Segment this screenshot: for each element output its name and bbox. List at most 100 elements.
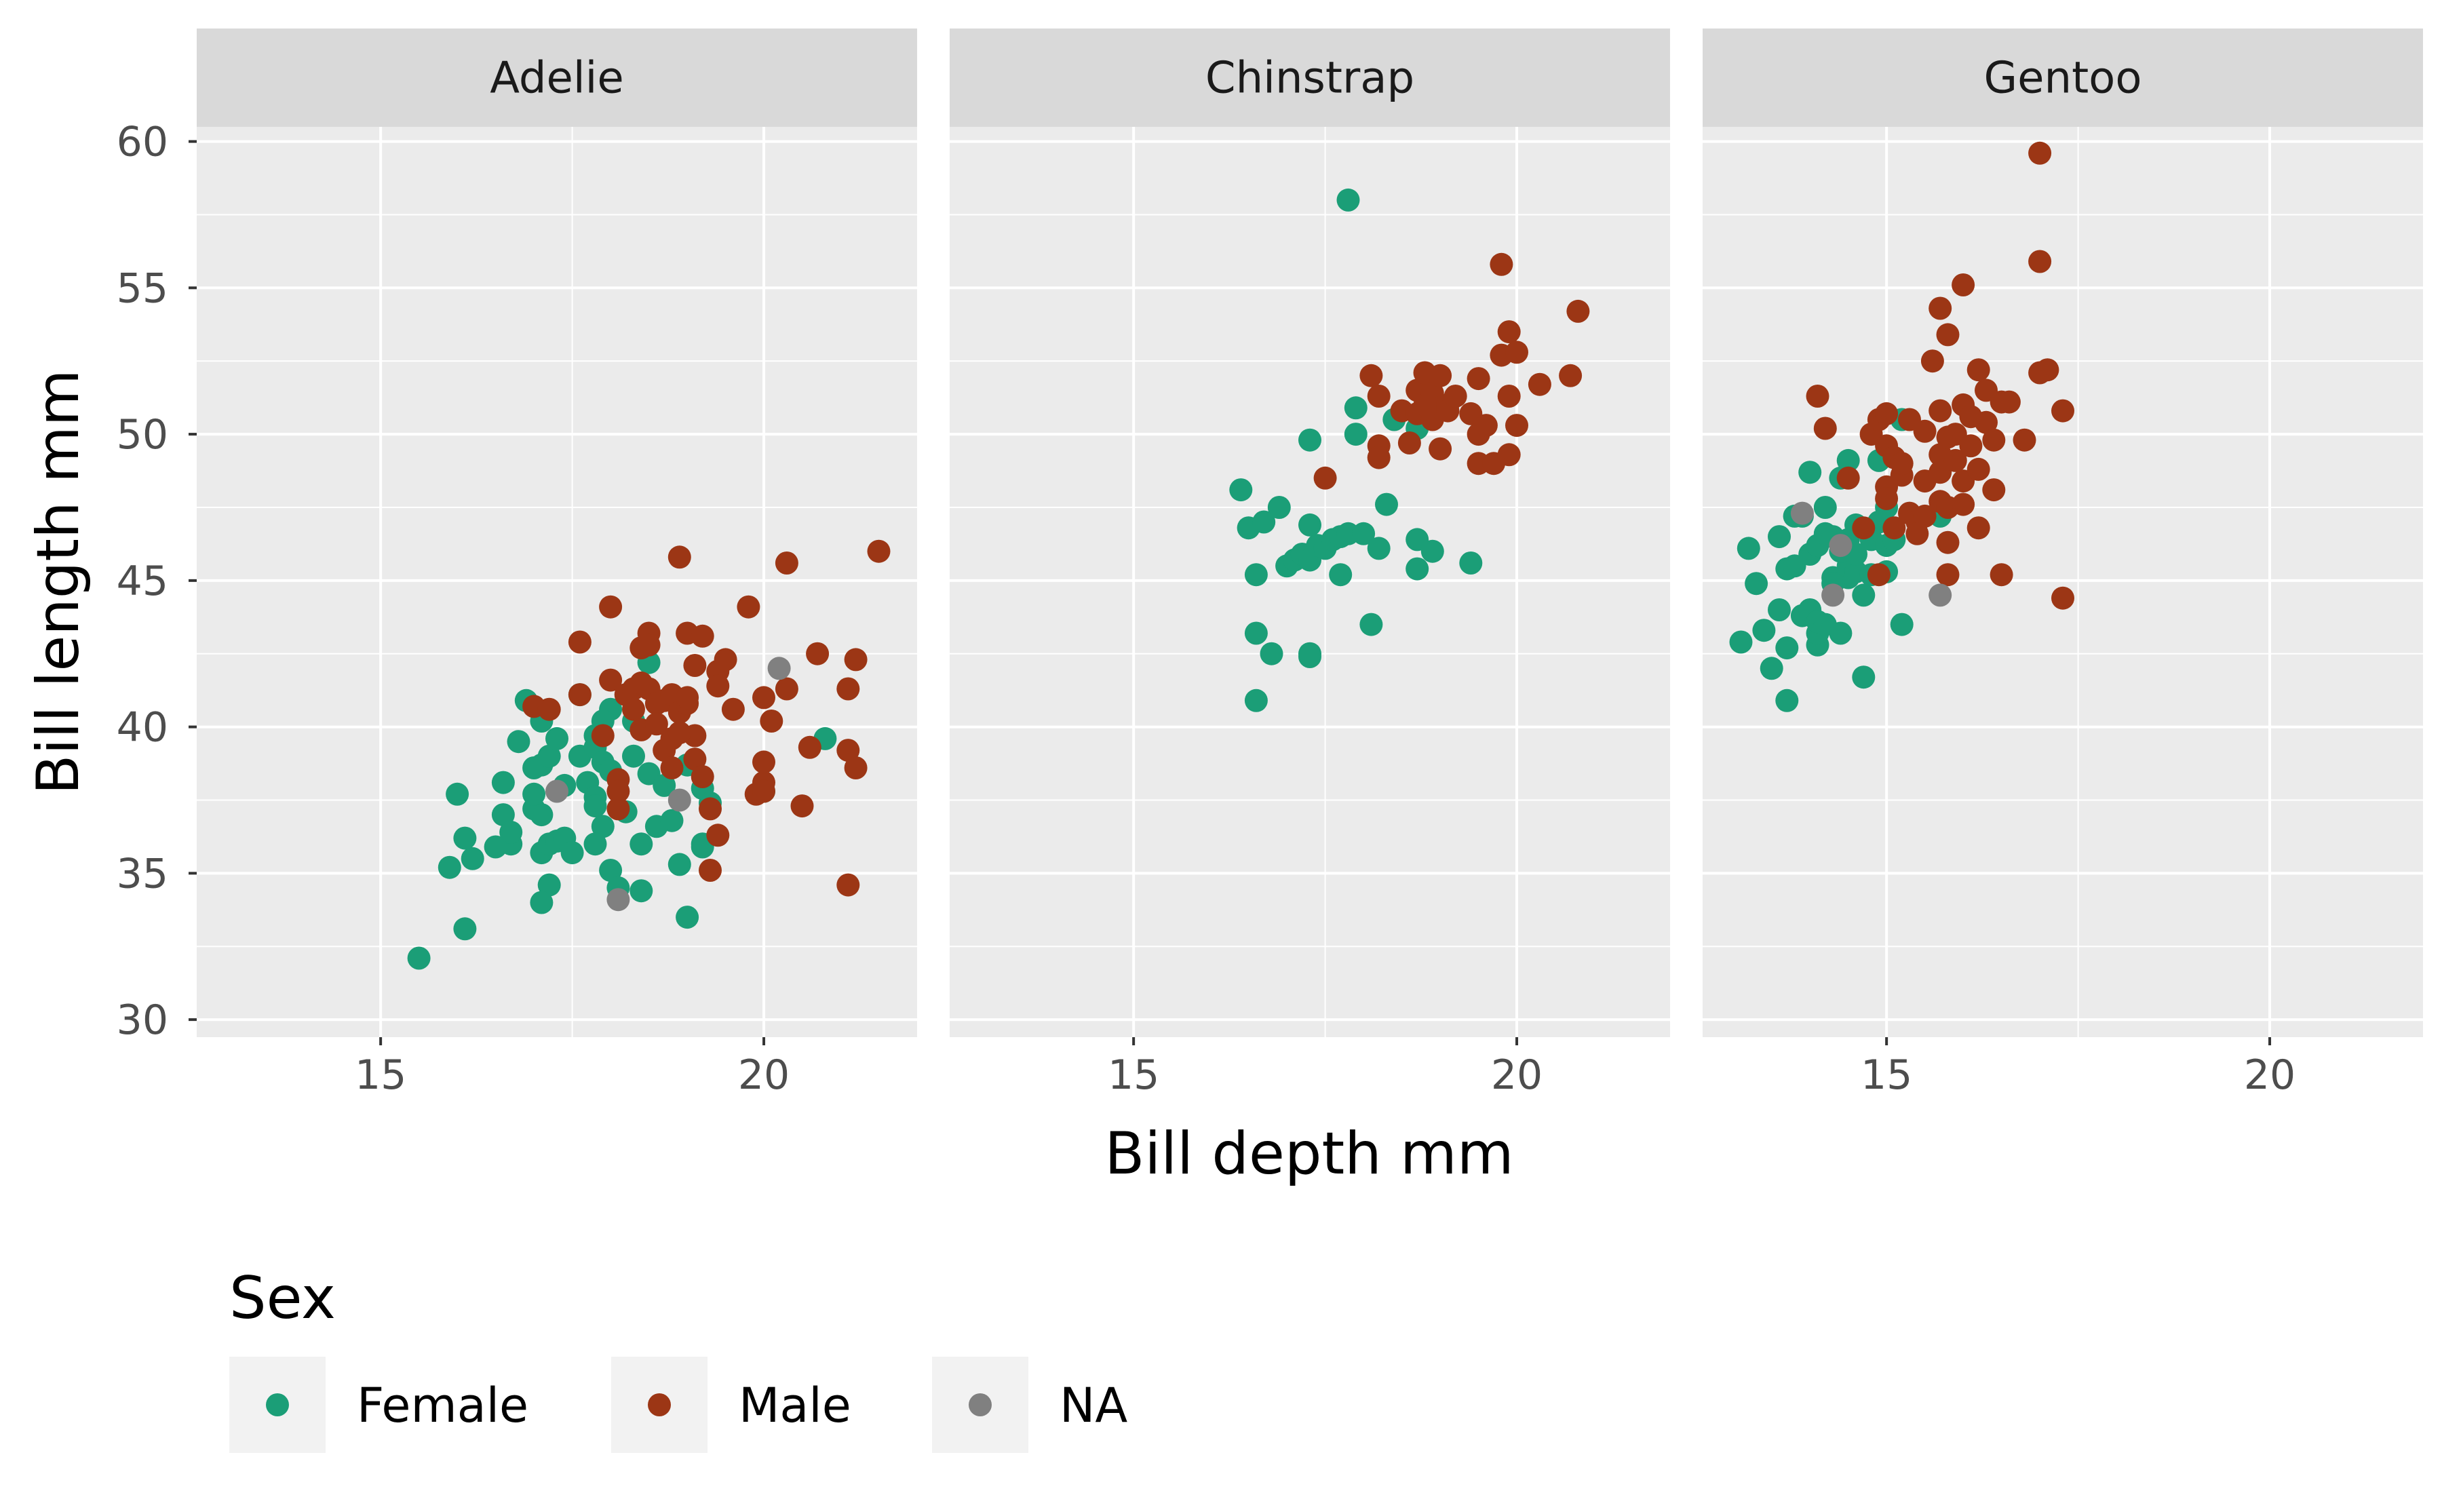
point-female [1352, 522, 1376, 545]
point-male [1913, 419, 1937, 443]
legend-key-point [969, 1393, 992, 1416]
point-male [2013, 428, 2036, 452]
point-male [1429, 364, 1452, 387]
y-axis-title: Bill length mm [24, 369, 92, 794]
point-female [1852, 665, 1876, 689]
point-female [660, 809, 684, 832]
panels-layer: Adelie 15 20 Chinstrap 15 20 Gentoo 15 20 [197, 28, 2423, 1099]
y-tick-label: 55 [117, 265, 168, 312]
point-male [699, 797, 722, 821]
y-tick-label: 35 [117, 850, 168, 897]
point-female [667, 853, 691, 876]
point-male [752, 686, 775, 710]
point-male [1890, 452, 1914, 476]
point-female [1298, 513, 1321, 537]
point-male [1359, 364, 1383, 387]
point-female [1775, 636, 1799, 660]
point-male [1913, 504, 1937, 528]
point-female [1737, 537, 1760, 560]
point-male [1505, 341, 1528, 364]
point-male [1959, 405, 1983, 429]
point-male [737, 595, 760, 619]
point-female [1745, 572, 1768, 596]
point-male [1882, 516, 1906, 540]
y-axis: 30 35 40 45 50 55 60 [117, 119, 197, 1044]
point-male [1936, 530, 1960, 554]
point-male [1497, 385, 1521, 408]
x-tick-label: 15 [1108, 1051, 1159, 1099]
point-na [545, 779, 568, 803]
point-female [1367, 537, 1391, 560]
point-male [1429, 437, 1452, 461]
point-male [591, 724, 615, 748]
point-female [1252, 510, 1276, 534]
point-male [2036, 358, 2059, 382]
point-male [1982, 428, 2006, 452]
legend-key-point [266, 1393, 289, 1416]
point-male [1905, 522, 1929, 545]
point-male [1528, 372, 1551, 396]
point-male [660, 756, 684, 779]
point-male [1566, 299, 1590, 323]
facet-strip-label: Gentoo [1984, 54, 2142, 104]
point-female [591, 815, 615, 838]
point-female [522, 782, 546, 806]
facet-strip [1703, 28, 2423, 127]
point-male [1852, 516, 1876, 540]
point-male [1952, 273, 1975, 296]
legend-label: Male [739, 1378, 851, 1433]
legend: Sex Female Male NA [229, 1264, 1127, 1453]
point-female [1244, 563, 1268, 587]
point-male [1936, 323, 1960, 347]
point-male [599, 595, 623, 619]
point-male [1952, 492, 1975, 516]
point-male [1813, 416, 1837, 440]
legend-title: Sex [229, 1264, 336, 1332]
point-female [1890, 613, 1914, 636]
point-female [1420, 539, 1444, 563]
point-male [1490, 252, 1513, 276]
point-male [1966, 358, 1990, 382]
point-male [1997, 390, 2021, 414]
point-male [1497, 320, 1521, 344]
point-male [622, 697, 645, 721]
legend-label: Female [357, 1378, 528, 1433]
point-na [767, 657, 791, 680]
point-male [1982, 478, 2006, 502]
point-female [1336, 188, 1360, 212]
facet-strip [950, 28, 1670, 127]
point-female [491, 803, 515, 827]
point-male [1875, 402, 1899, 425]
point-female [599, 859, 623, 882]
point-female [1298, 642, 1321, 665]
point-female [1244, 689, 1268, 712]
point-female [1852, 583, 1876, 607]
point-male [644, 712, 668, 736]
point-female [484, 835, 507, 859]
point-female [653, 773, 676, 797]
point-female [1775, 689, 1799, 712]
point-male [1966, 457, 1990, 481]
point-male [599, 668, 623, 692]
point-male [1966, 516, 1990, 540]
point-male [844, 756, 868, 779]
point-male [836, 873, 860, 897]
x-tick-label: 20 [738, 1051, 790, 1099]
point-male [683, 748, 707, 771]
legend-item-na: NA [932, 1357, 1127, 1453]
point-male [1397, 431, 1421, 454]
point-female [491, 771, 515, 794]
point-female [1768, 598, 1791, 621]
point-male [714, 648, 737, 672]
point-female [537, 873, 561, 897]
legend-item-male: Male [611, 1357, 851, 1453]
point-na [606, 888, 630, 912]
legend-label: NA [1060, 1378, 1127, 1433]
y-tick-label: 40 [117, 704, 168, 752]
point-female [537, 744, 561, 768]
point-male [775, 677, 798, 701]
point-male [1867, 563, 1891, 587]
x-tick-label: 20 [2244, 1051, 2295, 1099]
point-female [1829, 621, 1853, 645]
facet-strip-label: Chinstrap [1205, 54, 1414, 104]
